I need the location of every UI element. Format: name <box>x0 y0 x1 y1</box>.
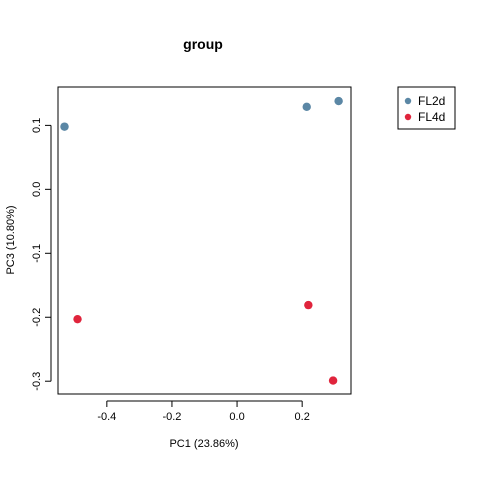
data-point-fl4d <box>328 376 338 385</box>
data-point-fl2d <box>60 122 69 131</box>
x-tick-label: -0.4 <box>97 411 116 423</box>
data-points <box>60 96 343 385</box>
data-point-fl4d <box>73 314 82 324</box>
data-point-fl2d <box>334 96 343 106</box>
x-tick-label: -0.2 <box>162 411 181 423</box>
legend-label-fl2d: FL2d <box>418 94 445 108</box>
x-axis: -0.4 -0.2 0.0 0.2 <box>97 400 310 423</box>
data-point-fl4d <box>304 300 313 310</box>
y-axis: 0.1 0.0 -0.1 -0.2 -0.3 <box>31 118 52 391</box>
legend-box <box>397 86 456 130</box>
y-tick-label: -0.2 <box>31 308 43 327</box>
x-axis-label: PC1 (23.86%) <box>169 438 238 450</box>
legend-marker-fl2d <box>404 97 412 105</box>
y-tick-label: -0.3 <box>31 372 43 391</box>
x-tick-label: 0.0 <box>229 411 244 423</box>
legend-label-fl4d: FL4d <box>418 110 445 124</box>
chart-title: group <box>183 36 223 52</box>
data-point-fl2d <box>302 102 311 112</box>
y-tick-label: 0.0 <box>31 182 43 197</box>
y-tick-label: -0.1 <box>31 244 43 263</box>
legend: FL2d FL4d <box>397 86 456 130</box>
legend-marker-fl4d <box>404 113 412 121</box>
x-tick-label: 0.2 <box>295 411 310 423</box>
y-axis-label: PC3 (10.80%) <box>5 205 17 274</box>
plot-frame <box>57 86 352 395</box>
y-tick-label: 0.1 <box>31 118 43 133</box>
